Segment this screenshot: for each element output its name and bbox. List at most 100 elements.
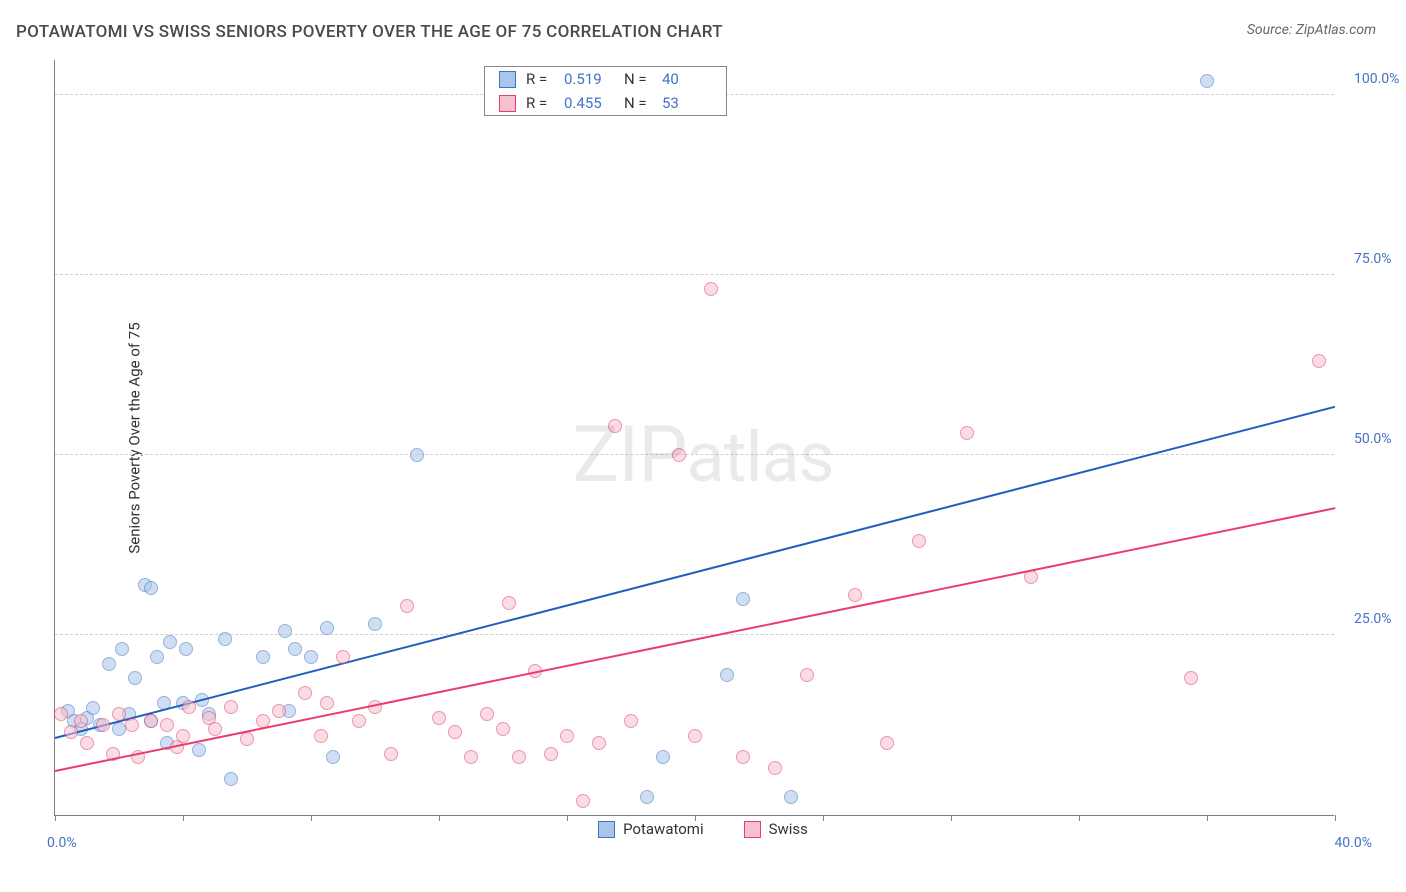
data-point — [192, 743, 206, 757]
data-point — [608, 419, 622, 433]
data-point — [128, 671, 142, 685]
data-point — [150, 650, 164, 664]
gridline — [55, 274, 1334, 275]
data-point — [112, 707, 126, 721]
data-point — [502, 596, 516, 610]
y-tick-label: 100.0% — [1354, 71, 1399, 87]
stat-r-label: R = — [526, 94, 554, 112]
data-point — [464, 750, 478, 764]
data-point — [298, 686, 312, 700]
data-point — [368, 617, 382, 631]
data-point — [176, 729, 190, 743]
data-point — [672, 448, 686, 462]
data-point — [480, 707, 494, 721]
series-swatch — [499, 71, 516, 88]
data-point — [256, 650, 270, 664]
data-point — [624, 714, 638, 728]
data-point — [272, 704, 286, 718]
data-point — [400, 599, 414, 613]
data-point — [144, 714, 158, 728]
stat-r-value: 0.519 — [564, 70, 614, 88]
data-point — [144, 581, 158, 595]
data-point — [880, 736, 894, 750]
data-point — [86, 701, 100, 715]
legend-item: Swiss — [744, 820, 808, 838]
data-point — [784, 790, 798, 804]
y-tick-label: 25.0% — [1354, 611, 1392, 627]
stat-n-label: N = — [624, 70, 652, 88]
data-point — [1184, 671, 1198, 685]
data-point — [688, 729, 702, 743]
data-point — [768, 761, 782, 775]
data-point — [720, 668, 734, 682]
stat-n-value: 53 — [662, 94, 712, 112]
data-point — [448, 725, 462, 739]
data-point — [163, 635, 177, 649]
data-point — [432, 711, 446, 725]
legend-label: Swiss — [769, 820, 808, 838]
y-axis-title: Seniors Poverty Over the Age of 75 — [126, 322, 144, 553]
data-point — [182, 700, 196, 714]
data-point — [125, 718, 139, 732]
series-legend: Potawatomi Swiss — [0, 820, 1406, 838]
data-point — [304, 650, 318, 664]
stat-n-label: N = — [624, 94, 652, 112]
data-point — [736, 592, 750, 606]
data-point — [115, 642, 129, 656]
data-point — [74, 714, 88, 728]
series-swatch — [499, 95, 516, 112]
legend-label: Potawatomi — [623, 820, 704, 838]
data-point — [218, 632, 232, 646]
data-point — [54, 707, 68, 721]
correlation-stats-legend: R = 0.519 N = 40 R = 0.455 N = 53 — [484, 66, 727, 116]
data-point — [320, 696, 334, 710]
data-point — [224, 772, 238, 786]
data-point — [160, 718, 174, 732]
chart-header: POTAWATOMI VS SWISS SENIORS POVERTY OVER… — [0, 0, 1406, 48]
chart-title: POTAWATOMI VS SWISS SENIORS POVERTY OVER… — [16, 22, 723, 42]
source-attribution: Source: ZipAtlas.com — [1247, 22, 1376, 38]
data-point — [800, 668, 814, 682]
data-point — [544, 747, 558, 761]
data-point — [102, 657, 116, 671]
data-point — [912, 534, 926, 548]
data-point — [278, 624, 292, 638]
trend-line — [55, 406, 1335, 739]
data-point — [560, 729, 574, 743]
data-point — [640, 790, 654, 804]
stat-n-value: 40 — [662, 70, 712, 88]
scatter-plot-area: Seniors Poverty Over the Age of 75 0.0% … — [54, 60, 1334, 816]
stats-row: R = 0.455 N = 53 — [485, 91, 726, 115]
data-point — [314, 729, 328, 743]
data-point — [336, 650, 350, 664]
data-point — [384, 747, 398, 761]
data-point — [179, 642, 193, 656]
stat-r-value: 0.455 — [564, 94, 614, 112]
data-point — [352, 714, 366, 728]
data-point — [848, 588, 862, 602]
data-point — [80, 736, 94, 750]
data-point — [288, 642, 302, 656]
stat-r-label: R = — [526, 70, 554, 88]
data-point — [320, 621, 334, 635]
y-tick-label: 50.0% — [1354, 431, 1392, 447]
data-point — [704, 282, 718, 296]
data-point — [656, 750, 670, 764]
legend-swatch — [598, 821, 615, 838]
legend-item: Potawatomi — [598, 820, 704, 838]
data-point — [240, 732, 254, 746]
data-point — [1200, 74, 1214, 88]
data-point — [224, 700, 238, 714]
data-point — [1312, 354, 1326, 368]
data-point — [736, 750, 750, 764]
legend-swatch — [744, 821, 761, 838]
data-point — [576, 794, 590, 808]
data-point — [326, 750, 340, 764]
data-point — [512, 750, 526, 764]
gridline — [55, 634, 1334, 635]
data-point — [960, 426, 974, 440]
data-point — [96, 718, 110, 732]
data-point — [208, 722, 222, 736]
data-point — [592, 736, 606, 750]
y-tick-label: 75.0% — [1354, 251, 1392, 267]
